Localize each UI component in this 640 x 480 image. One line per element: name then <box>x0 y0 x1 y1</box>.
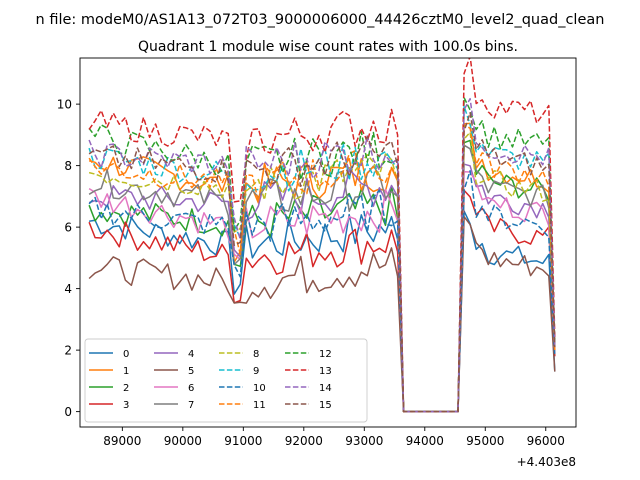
x-tick-label: 96000 <box>527 434 565 448</box>
x-tick-label: 94000 <box>406 434 444 448</box>
y-tick-label: 4 <box>64 282 72 296</box>
legend-label-4: 4 <box>188 349 194 360</box>
x-tick-label: 93000 <box>345 434 383 448</box>
legend-label-14: 14 <box>319 383 332 394</box>
legend-label-9: 9 <box>253 366 259 377</box>
x-tick-label: 90000 <box>164 434 202 448</box>
series-line-12 <box>88 96 556 413</box>
figure-suptitle: n file: modeM0/AS1A13_072T03_9000006000_… <box>36 12 605 28</box>
series-line-8 <box>88 131 556 413</box>
legend-label-8: 8 <box>253 349 259 360</box>
chart-title: Quadrant 1 module wise count rates with … <box>138 39 518 55</box>
series-line-11 <box>88 124 556 413</box>
series-line-0 <box>88 210 556 413</box>
legend-label-10: 10 <box>253 383 266 394</box>
legend-label-15: 15 <box>319 400 332 411</box>
legend-label-6: 6 <box>188 383 194 394</box>
series-line-1 <box>88 122 556 413</box>
x-axis-offset-label: +4.403e8 <box>517 455 576 469</box>
y-tick-label: 0 <box>64 405 72 419</box>
legend-label-11: 11 <box>253 400 266 411</box>
x-tick-label: 95000 <box>466 434 504 448</box>
legend-box <box>84 338 368 423</box>
x-tick-label: 92000 <box>285 434 323 448</box>
y-axis: 0 2 4 6 8 10 <box>57 98 80 419</box>
series-line-7 <box>88 144 556 413</box>
x-tick-label: 91000 <box>224 434 262 448</box>
series-line-13 <box>88 58 556 413</box>
legend-label-7: 7 <box>188 400 194 411</box>
plot-lines <box>88 58 556 413</box>
legend-label-0: 0 <box>123 349 129 360</box>
legend-label-3: 3 <box>123 400 129 411</box>
series-line-14 <box>88 97 556 413</box>
series-line-6 <box>88 171 556 413</box>
series-line-3 <box>88 189 556 413</box>
x-tick-label: 89000 <box>103 434 141 448</box>
legend-label-1: 1 <box>123 366 129 377</box>
legend-label-5: 5 <box>188 366 194 377</box>
series-line-15 <box>88 112 556 413</box>
y-tick-label: 6 <box>64 221 72 235</box>
axes-frame <box>79 57 577 428</box>
y-tick-label: 2 <box>64 344 72 358</box>
legend-label-13: 13 <box>319 366 332 377</box>
y-tick-label: 10 <box>57 98 72 112</box>
y-tick-label: 8 <box>64 159 72 173</box>
legend-label-12: 12 <box>319 349 332 360</box>
legend-label-2: 2 <box>123 383 129 394</box>
series-line-5 <box>88 215 556 413</box>
series-line-2 <box>88 139 556 413</box>
series-line-10 <box>88 170 556 413</box>
x-axis: 89000 90000 91000 92000 93000 94000 95000 96000 <box>103 427 565 448</box>
